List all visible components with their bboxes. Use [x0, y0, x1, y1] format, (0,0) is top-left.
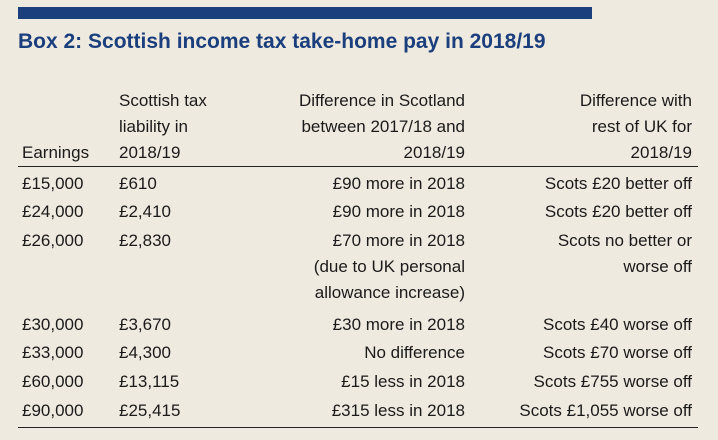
bottom-divider: [18, 427, 698, 428]
header-diff-scotland: Difference in Scotland between 2017/18 a…: [298, 91, 465, 162]
cell-liability: £2,830: [119, 231, 171, 250]
cell-diff-scotland: £90 more in 2018: [332, 174, 465, 193]
cell-earnings: £30,000: [22, 315, 84, 334]
box-title: Box 2: Scottish income tax take-home pay…: [18, 30, 546, 53]
cell-liability: £4,300: [119, 343, 171, 362]
header-divider: [18, 166, 698, 167]
cell-diff-scotland: £30 more in 2018: [332, 315, 465, 334]
cell-earnings: £90,000: [22, 401, 84, 420]
cell-diff-scotland: £15 less in 2018: [341, 372, 465, 391]
cell-diff-uk: Scots £20 better off: [544, 174, 692, 193]
cell-earnings: £15,000: [22, 174, 84, 193]
cell-liability: £25,415: [119, 401, 181, 420]
cell-liability: £610: [119, 174, 157, 193]
cell-diff-scotland: No difference: [364, 343, 465, 362]
cell-diff-uk: Scots £1,055 worse off: [519, 401, 692, 420]
cell-liability: £2,410: [119, 202, 171, 221]
header-earnings: Earnings: [22, 143, 90, 162]
cell-earnings: £26,000: [22, 231, 84, 250]
cell-diff-uk: Scots £755 worse off: [533, 372, 692, 391]
header-liability: Scottish tax liability in 2018/19: [119, 91, 207, 162]
cell-diff-uk: Scots £20 better off: [544, 202, 692, 221]
cell-diff-scotland: £90 more in 2018: [332, 202, 465, 221]
cell-earnings: £24,000: [22, 202, 84, 221]
cell-diff-scotland: £315 less in 2018: [331, 401, 465, 420]
cell-earnings: £33,000: [22, 343, 84, 362]
cell-earnings: £60,000: [22, 372, 84, 391]
cell-liability: £13,115: [119, 372, 180, 391]
cell-liability: £3,670: [119, 315, 171, 334]
cell-diff-scotland: £70 more in 2018 (due to UK personal all…: [313, 231, 465, 302]
cell-diff-uk: Scots £40 worse off: [543, 315, 692, 334]
cell-diff-uk: Scots £70 worse off: [543, 343, 692, 362]
cell-diff-uk: Scots no better or worse off: [557, 231, 692, 276]
header-diff-uk: Difference with rest of UK for 2018/19: [579, 91, 692, 162]
accent-bar: [18, 7, 592, 19]
